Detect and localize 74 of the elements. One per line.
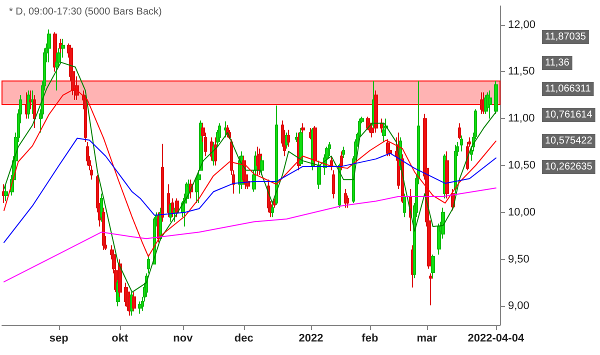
x-tick-label: sep [49, 332, 69, 344]
x-tick-label: feb [362, 332, 378, 344]
text: 11,87035 [545, 32, 586, 42]
candlestick [299, 127, 303, 166]
candlestick [167, 184, 170, 218]
candlestick [147, 254, 150, 274]
line-series [4, 138, 496, 243]
candlestick [445, 150, 449, 199]
candlestick [55, 52, 59, 91]
y-tick-label: 10,50 [508, 160, 536, 172]
candlestick [431, 254, 435, 279]
candlestick [29, 90, 32, 110]
candlestick [344, 188, 347, 208]
candlestick [84, 94, 87, 143]
y-tick-label: 10,00 [508, 206, 536, 218]
candlestick [275, 104, 278, 206]
candlestick [25, 92, 28, 120]
candlestick [4, 184, 8, 202]
candlestick [429, 272, 433, 306]
y-tick-label: 11,00 [508, 112, 535, 125]
x-tick-label: dec [234, 332, 254, 344]
chart-title: * D, 09:00-17:30 (5000 Bars Back) [9, 6, 162, 18]
candlestick [330, 156, 333, 171]
y-tick-label: 12,00 [508, 18, 536, 31]
text: 10,262635 [545, 162, 593, 172]
candlestick [488, 90, 492, 120]
candlestick [102, 207, 105, 250]
x-tick-label: 2022-04-04 [468, 332, 525, 344]
candlestick [118, 258, 122, 298]
line-series [4, 188, 496, 282]
candlestick [224, 120, 227, 138]
text: 11,066311 [545, 84, 592, 94]
candlestick [403, 193, 406, 218]
candlestick [458, 122, 461, 140]
candlestick [295, 132, 298, 143]
candlestick [31, 90, 34, 114]
candlestick [175, 198, 179, 218]
candlestick [287, 129, 290, 148]
candlestick [132, 292, 136, 312]
x-tick-label: okt [112, 332, 128, 344]
candlestick [33, 94, 36, 128]
candlestick [382, 122, 386, 143]
candlestick [494, 80, 498, 114]
candlestick [338, 163, 341, 208]
candlestick [100, 193, 103, 222]
candlestick [226, 124, 229, 138]
candlestick [47, 28, 51, 63]
candlestick [374, 90, 378, 134]
y-tick-label: 11,50 [508, 66, 535, 78]
candlestick [332, 170, 335, 199]
candlestick [214, 136, 217, 166]
candlestick [27, 90, 30, 120]
text: 10,575422 [545, 136, 593, 146]
candlestick [342, 146, 345, 158]
candlestick [86, 142, 89, 166]
candlestick [75, 76, 79, 100]
text: 11,36 [545, 58, 570, 68]
candlestick [260, 156, 264, 176]
candlestick [218, 122, 221, 143]
text: 10,761614 [545, 110, 593, 120]
y-tick-label: 9,50 [508, 253, 530, 266]
x-tick-label: mar [416, 332, 438, 344]
candlestick [138, 301, 142, 314]
candlestick [317, 160, 321, 190]
candlestick [301, 122, 305, 134]
y-tick-label: 9,00 [508, 300, 530, 312]
candlestick [271, 202, 274, 218]
x-tick-label: 2022 [298, 332, 324, 344]
candlestick [340, 150, 343, 171]
candlestick [454, 144, 457, 194]
candlestick [313, 126, 317, 166]
candlestick [460, 134, 463, 152]
x-tick-label: nov [173, 332, 194, 344]
candlestick [161, 143, 164, 222]
